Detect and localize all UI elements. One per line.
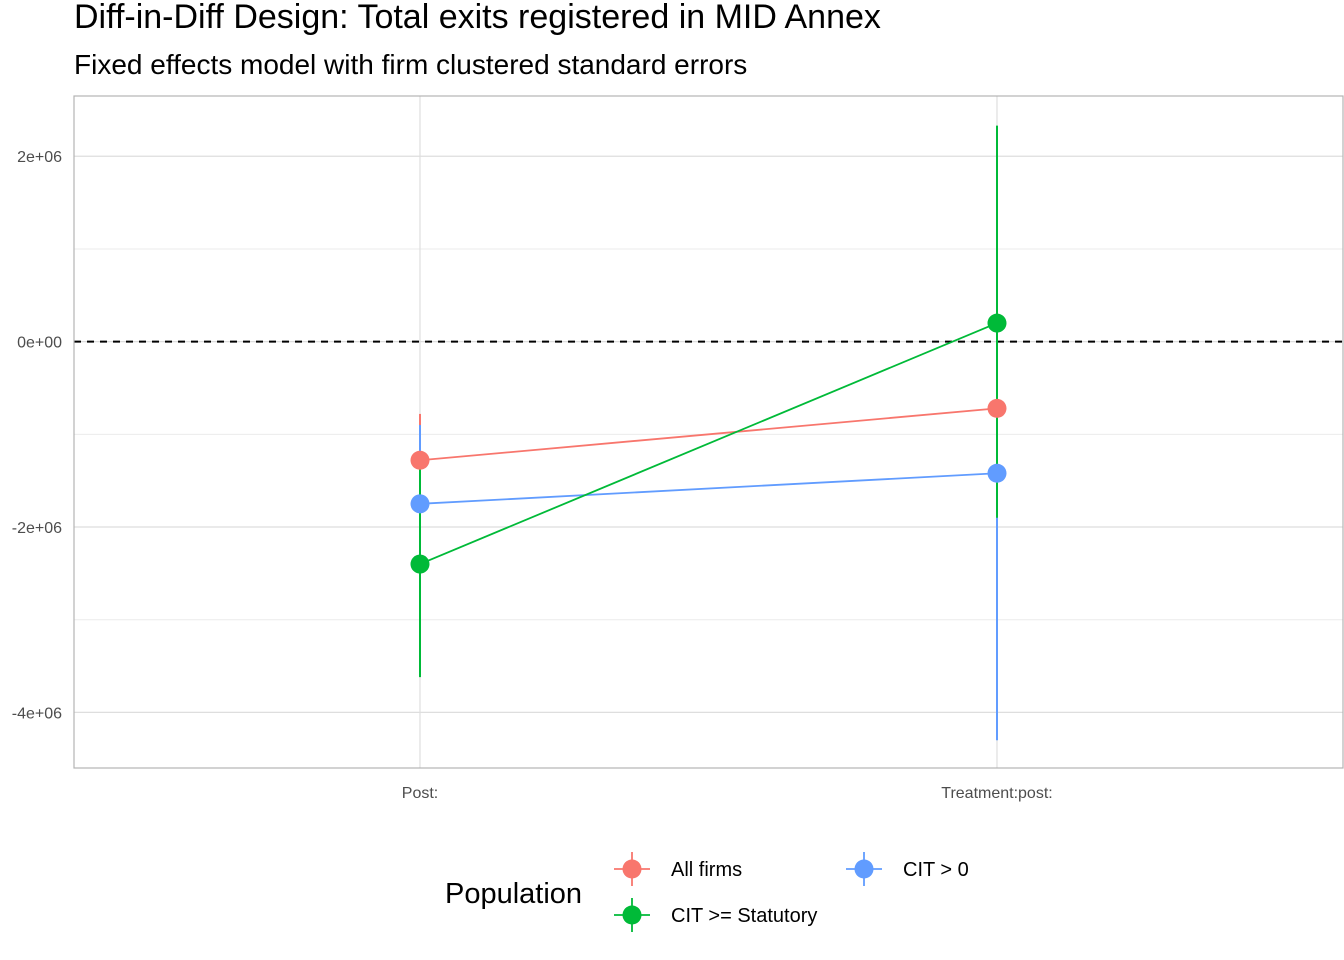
plot-panel-border [73, 95, 1344, 769]
data-point [987, 313, 1007, 333]
legend-label: CIT >= Statutory [671, 905, 817, 927]
data-point [410, 450, 430, 470]
x-tick-label: Post: [402, 785, 438, 802]
x-axis: Post: Treatment:post: [402, 785, 1053, 802]
legend-title: Population [445, 878, 582, 910]
series-line [419, 322, 998, 565]
y-tick-label: -2e+06 [12, 520, 62, 537]
y-tick-label: -4e+06 [12, 705, 62, 722]
series-line [419, 407, 998, 462]
x-tick-label: Treatment:post: [941, 785, 1052, 802]
legend-label: CIT > 0 [903, 859, 969, 881]
legend-key-point [854, 859, 874, 879]
legend-label: All firms [671, 859, 742, 881]
legend-item: CIT > 0 [846, 852, 969, 886]
chart-title: Diff-in-Diff Design: Total exits registe… [74, 0, 881, 36]
legend-item: All firms [614, 852, 742, 886]
legend-key-point [622, 859, 642, 879]
legend-key-point [622, 905, 642, 925]
legend: Population All firms CIT > 0 CIT >= Statut… [445, 852, 969, 932]
legend-item: CIT >= Statutory [614, 898, 817, 932]
y-axis: 2e+06 0e+00 -2e+06 -4e+06 [12, 149, 62, 722]
y-tick-label: 2e+06 [17, 149, 62, 166]
data-point [410, 494, 430, 514]
data-point [987, 398, 1007, 418]
series-line [419, 472, 998, 505]
data-point [987, 463, 1007, 483]
chart-subtitle: Fixed effects model with firm clustered … [74, 49, 747, 80]
series-layer [410, 125, 1007, 741]
y-tick-label: 0e+00 [17, 335, 62, 352]
grid-lines [74, 96, 1343, 768]
data-point [410, 554, 430, 574]
